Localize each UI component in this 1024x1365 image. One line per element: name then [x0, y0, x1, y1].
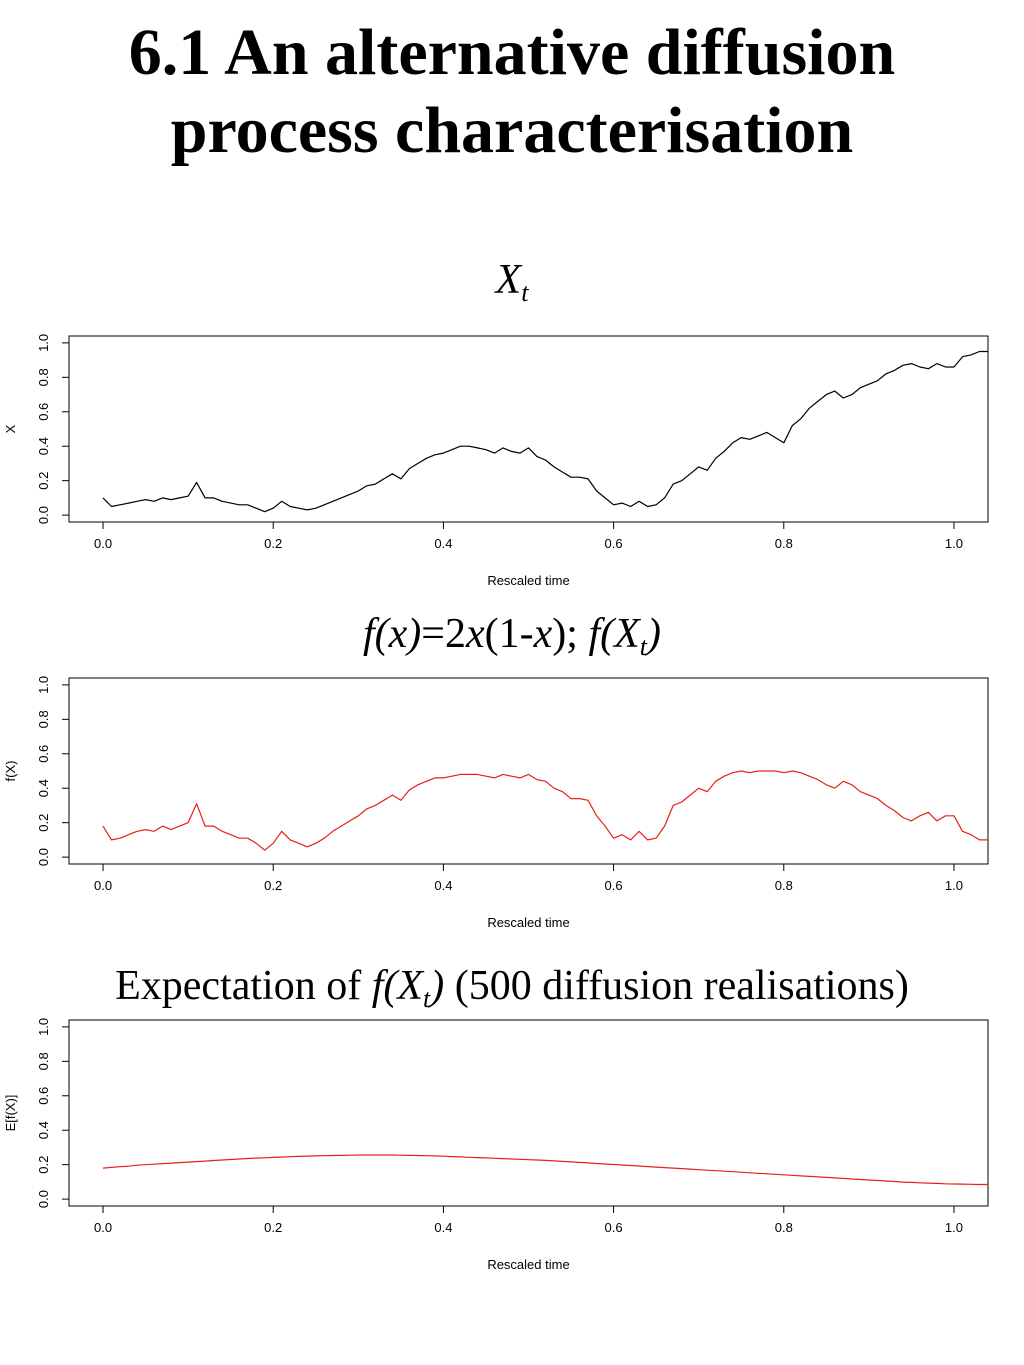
- panel3-title-close: ): [430, 963, 445, 1009]
- x-tick-label: 0.8: [775, 1220, 793, 1235]
- x-tick-label: 0.6: [605, 536, 623, 551]
- x-axis-label: Rescaled time: [487, 1257, 569, 1272]
- plot-frame: [68, 335, 989, 523]
- plot-frame: [68, 1019, 989, 1207]
- x-tick-label: 0.2: [264, 1220, 282, 1235]
- y-tick-label: 0.2: [36, 1156, 51, 1174]
- panel1-title: Xt: [0, 256, 1024, 307]
- panel2-title-fx: f(x): [363, 611, 422, 657]
- x-tick-label: 0.8: [775, 878, 793, 893]
- panel3-title-f: f(X: [371, 963, 423, 1009]
- panel3-title-sub: t: [423, 984, 431, 1013]
- panel2-title: f(x)=2x(1-x); f(Xt): [0, 610, 1024, 661]
- panel1-title-sub: t: [521, 278, 529, 307]
- y-tick-label: 1.0: [36, 676, 51, 694]
- plot-expectation: 0.0 0.2 0.4 0.6 0.8 1.0 0.0 0.2 0.4 0.6 0.8 1.0 Resc…: [3, 1018, 989, 1272]
- x-tick-label: 0.4: [434, 878, 452, 893]
- y-axis-label: f(X): [3, 761, 18, 782]
- panel2-title-paren1: (1-: [484, 611, 534, 657]
- x-tick-label: 0.4: [434, 1220, 452, 1235]
- x-tick-label: 0.0: [94, 878, 112, 893]
- plot-frame: [68, 677, 989, 865]
- y-tick-label: 1.0: [36, 1018, 51, 1036]
- y-tick-label: 0.8: [36, 710, 51, 728]
- slide-title: 6.1 An alternative diffusion process cha…: [0, 14, 1024, 170]
- y-tick-label: 0.8: [36, 368, 51, 386]
- x-tick-label: 0.0: [94, 1220, 112, 1235]
- panel2-title-eq: =2: [421, 611, 466, 657]
- panel3-title-pre: Expectation of: [115, 963, 372, 1009]
- y-tick-label: 0.2: [36, 814, 51, 832]
- x-tick-label: 1.0: [945, 1220, 963, 1235]
- x-tick-label: 0.2: [264, 878, 282, 893]
- plot-fx: 0.0 0.2 0.4 0.6 0.8 1.0 0.0 0.2 0.4 0.6 0.8 1.0 Resc…: [3, 676, 989, 930]
- y-tick-label: 0.4: [36, 779, 51, 797]
- panel2-title-x2: x: [533, 611, 553, 657]
- x-tick-label: 0.6: [605, 878, 623, 893]
- series-line-f-x-: [102, 770, 988, 851]
- panel2-title-f: f(X: [588, 611, 640, 657]
- series-line-x: [102, 350, 988, 513]
- panel3-title-post: (500 diffusion realisations): [444, 963, 909, 1009]
- y-tick-label: 0.6: [36, 403, 51, 421]
- x-tick-label: 0.0: [94, 536, 112, 551]
- y-tick-label: 0.6: [36, 1087, 51, 1105]
- panel1-title-var: X: [495, 257, 522, 303]
- x-tick-label: 0.8: [775, 536, 793, 551]
- series-line-e-f-x-: [102, 1154, 988, 1186]
- panel3-title: Expectation of f(Xt) (500 diffusion real…: [0, 962, 1024, 1013]
- y-tick-label: 0.8: [36, 1052, 51, 1070]
- y-tick-label: 0.0: [36, 848, 51, 866]
- panel2-title-x: x: [465, 611, 485, 657]
- plot-x: 0.0 0.2 0.4 0.6 0.8 1.0 0.0 0.2 0.4 0.6 0.8 1.0 Resc…: [3, 334, 989, 588]
- y-tick-label: 0.6: [36, 745, 51, 763]
- x-tick-label: 1.0: [945, 878, 963, 893]
- y-axis-label: E[f(X)]: [3, 1095, 18, 1132]
- y-axis-label: X: [3, 424, 18, 433]
- x-tick-label: 1.0: [945, 536, 963, 551]
- x-axis-label: Rescaled time: [487, 573, 569, 588]
- y-tick-label: 0.0: [36, 506, 51, 524]
- slide-title-line2: process characterisation: [170, 94, 854, 167]
- slide-title-line1: 6.1 An alternative diffusion: [128, 16, 896, 89]
- x-axis-label: Rescaled time: [487, 915, 569, 930]
- y-tick-label: 0.4: [36, 437, 51, 455]
- x-tick-label: 0.2: [264, 536, 282, 551]
- x-tick-label: 0.4: [434, 536, 452, 551]
- panel2-title-sub: t: [639, 632, 647, 661]
- y-tick-label: 0.0: [36, 1190, 51, 1208]
- y-tick-label: 1.0: [36, 334, 51, 352]
- panel2-title-close: ): [646, 611, 661, 657]
- y-tick-label: 0.4: [36, 1121, 51, 1139]
- panel2-title-paren2: );: [552, 611, 578, 657]
- y-tick-label: 0.2: [36, 472, 51, 490]
- x-tick-label: 0.6: [605, 1220, 623, 1235]
